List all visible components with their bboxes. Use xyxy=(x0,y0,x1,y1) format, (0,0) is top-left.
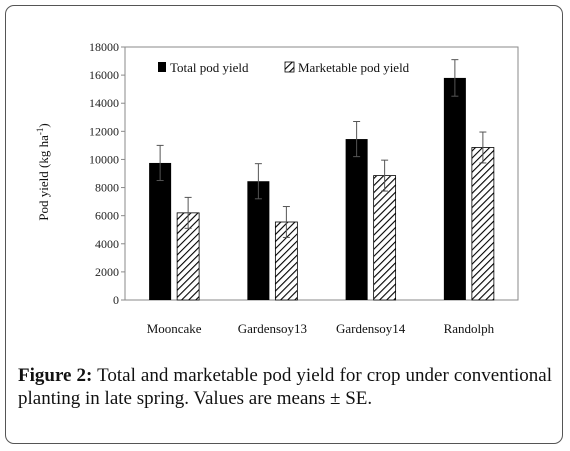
caption-number: 2: xyxy=(76,365,93,386)
bar-total-mooncake xyxy=(149,162,172,300)
bars xyxy=(149,77,495,301)
legend-swatch-total xyxy=(158,62,166,72)
category-label: Gardensoy13 xyxy=(238,321,307,336)
plot-area xyxy=(124,46,519,301)
bar-total-gardensoy13 xyxy=(247,181,270,300)
bar-marketable-randolph xyxy=(471,147,495,301)
legend: Total pod yield Marketable pod yield xyxy=(158,60,410,75)
y-axis-title: Pod yield (kg ha-1) xyxy=(35,123,51,220)
figure-frame xyxy=(5,5,563,444)
bar-total-gardensoy14 xyxy=(345,139,368,300)
error-bars xyxy=(156,59,487,238)
bar-total-randolph xyxy=(443,77,466,300)
legend-label-total: Total pod yield xyxy=(170,60,249,75)
y-tick-label: 6000 xyxy=(95,209,119,223)
y-tick-label: 12000 xyxy=(89,124,119,138)
y-axis: 0 2000 4000 6000 8000 10000 12000 14000 16000 180… xyxy=(89,40,125,307)
category-label: Randolph xyxy=(444,321,495,336)
figure-caption: Figure 2: Total and marketable pod yield… xyxy=(18,364,552,410)
y-tick-label: 2000 xyxy=(95,265,119,279)
bar-marketable-gardensoy14 xyxy=(373,175,397,301)
y-tick-label: 4000 xyxy=(95,237,119,251)
y-tick-label: 18000 xyxy=(89,40,119,54)
bar-chart: 0 2000 4000 6000 8000 10000 12000 14000 16000 180… xyxy=(35,40,519,336)
legend-label-marketable: Marketable pod yield xyxy=(298,60,410,75)
category-label: Gardensoy14 xyxy=(336,321,406,336)
caption-text: Total and marketable pod yield for crop … xyxy=(18,365,552,409)
category-label: Mooncake xyxy=(147,321,202,336)
caption-label: Figure xyxy=(18,365,72,386)
legend-swatch-marketable xyxy=(284,61,295,73)
x-axis: Mooncake Gardensoy13 Gardensoy14 Randolph xyxy=(147,321,495,336)
y-tick-label: 0 xyxy=(113,293,119,307)
y-tick-label: 14000 xyxy=(89,96,119,110)
y-tick-label: 16000 xyxy=(89,68,119,82)
y-tick-label: 10000 xyxy=(89,152,119,166)
y-tick-label: 8000 xyxy=(95,181,119,195)
